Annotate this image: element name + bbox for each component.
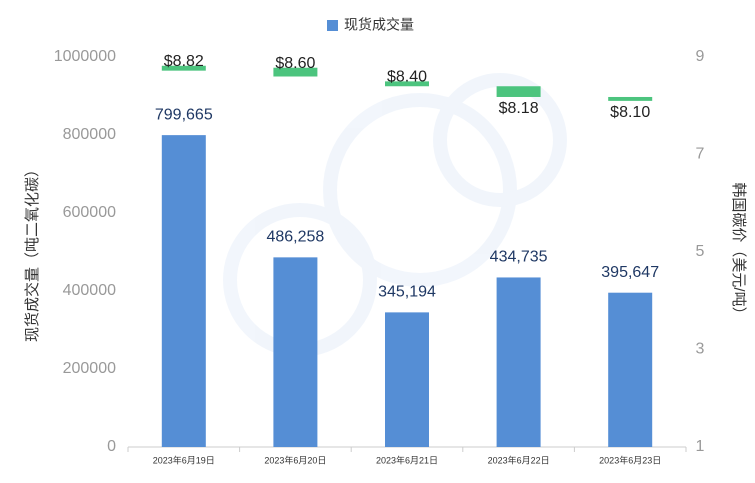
data-label: 799,665 bbox=[155, 106, 213, 123]
x-tick-label: 2023年6月23日 bbox=[599, 454, 661, 465]
y-tick-label: 0 bbox=[107, 438, 116, 455]
y-tick-label: 600000 bbox=[63, 204, 116, 221]
candle-body bbox=[385, 81, 429, 87]
y-tick-label: 400000 bbox=[63, 282, 116, 299]
y2-tick-label: 9 bbox=[696, 48, 705, 65]
candle-body bbox=[161, 65, 206, 71]
y-tick-label: 200000 bbox=[63, 360, 116, 377]
x-tick-label: 2023年6月20日 bbox=[264, 454, 326, 465]
data-label: 345,194 bbox=[378, 284, 436, 301]
y-axis-title: 现货成交量（吨二氧化碳） bbox=[23, 162, 41, 342]
price-label: $8.82 bbox=[164, 53, 204, 70]
price-label: $8.18 bbox=[499, 100, 539, 117]
candle-body bbox=[273, 67, 318, 77]
x-tick-label: 2023年6月21日 bbox=[376, 454, 438, 465]
y-tick-label: 800000 bbox=[63, 126, 116, 143]
y-tick-label: 1000000 bbox=[54, 48, 116, 65]
y2-axis-title: 韩国碳价（美元/吨） bbox=[730, 182, 747, 321]
data-label: 395,647 bbox=[601, 264, 659, 281]
price-label: $8.40 bbox=[387, 69, 427, 86]
candle-body bbox=[608, 96, 653, 101]
y2-tick-label: 5 bbox=[696, 243, 705, 260]
legend-swatch bbox=[327, 20, 338, 31]
price-label: $8.10 bbox=[610, 104, 650, 121]
price-label: $8.60 bbox=[275, 55, 315, 72]
data-label: 486,258 bbox=[266, 229, 324, 246]
data-label: 434,735 bbox=[490, 249, 548, 266]
bar bbox=[273, 257, 318, 447]
bar bbox=[608, 292, 653, 447]
bar bbox=[161, 135, 206, 447]
legend-label: 现货成交量 bbox=[344, 17, 414, 33]
x-tick-label: 2023年6月22日 bbox=[488, 454, 550, 465]
y2-tick-label: 7 bbox=[696, 146, 705, 163]
y2-tick-label: 3 bbox=[696, 341, 705, 358]
candle-body bbox=[496, 86, 541, 97]
bar bbox=[385, 312, 429, 447]
bar bbox=[496, 277, 541, 447]
y2-tick-label: 1 bbox=[696, 438, 705, 455]
x-tick-label: 2023年6月19日 bbox=[153, 454, 215, 465]
